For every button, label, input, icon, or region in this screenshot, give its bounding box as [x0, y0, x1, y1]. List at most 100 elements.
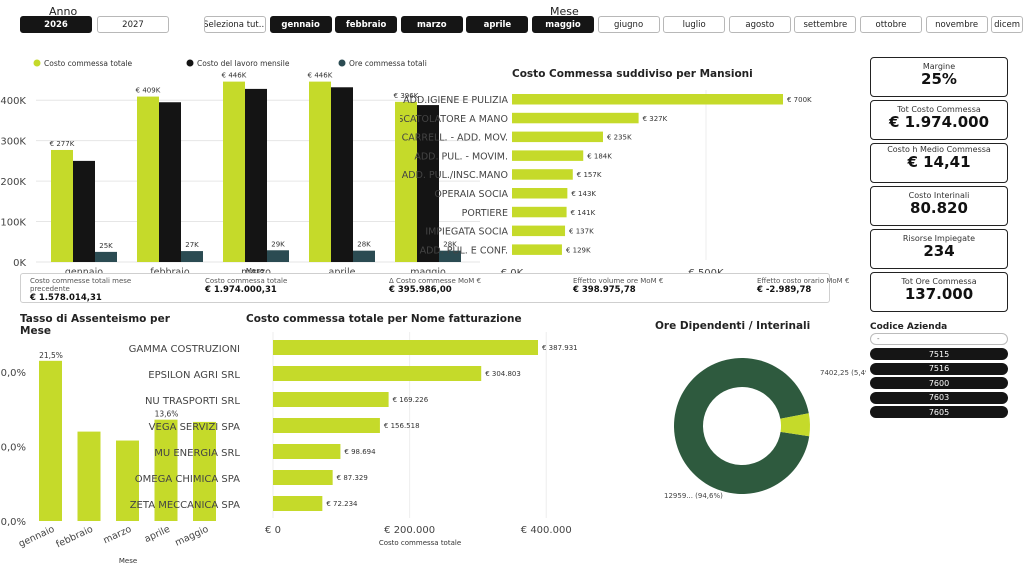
mese-option-marzo[interactable]: marzo: [400, 16, 463, 33]
y-tick-label: IMPIEGATA SOCIA: [425, 227, 508, 238]
x-tick-label: febbraio: [150, 267, 190, 274]
mese-option-giugno[interactable]: giugno: [597, 16, 660, 33]
bar-data-label: 29K: [271, 240, 285, 248]
bar-maggio-1: [417, 105, 439, 262]
kpi-value: € 1.974.000: [888, 113, 990, 131]
bar-marzo: [116, 440, 139, 521]
bar-data-label: € 141K: [571, 209, 596, 217]
summary-metric-label: Costo commesse totali mese precedente: [30, 277, 132, 293]
bar-data-label: € 700K: [787, 96, 812, 104]
y-tick-label: ADD. PUL. E CONF.: [420, 245, 508, 256]
bar-data-label: € 87.329: [337, 474, 368, 482]
x-tick-label: € 200.000: [384, 525, 435, 536]
mese-option-aprile[interactable]: aprile: [466, 16, 529, 33]
y-tick-label: 0,0%: [1, 517, 26, 528]
legend-marker: [186, 59, 194, 67]
y-tick-label: CARRELL. - ADD. MOV.: [402, 133, 508, 144]
bar-marzo-2: [267, 250, 289, 262]
codice-azienda-search[interactable]: -: [870, 333, 1008, 345]
bar-data-label: € 157K: [577, 171, 602, 179]
y-tick-label: INSCATOLATORE A MANO: [400, 114, 508, 125]
bar-ZETA MECCANICA SPA: [273, 496, 323, 511]
kpi-label: Tot Costo Commessa: [897, 105, 981, 114]
bar-ADD. PUL. E CONF.: [512, 244, 562, 255]
bar-aprile-1: [331, 87, 353, 262]
kpi-value: 234: [923, 242, 955, 260]
bar-data-label: € 446K: [222, 72, 247, 80]
bar-data-label: 27K: [185, 241, 199, 249]
y-tick-label: 100K: [0, 218, 26, 229]
bar-marzo-1: [245, 88, 267, 262]
bar-data-label: € 143K: [571, 190, 596, 198]
fatturazione-chart-title: Costo commessa totale per Nome fatturazi…: [246, 313, 522, 325]
codice-azienda-title: Codice Azienda: [870, 322, 948, 332]
anno-option-2026[interactable]: 2026: [20, 16, 92, 33]
mese-option-febbraio[interactable]: febbraio: [335, 16, 398, 33]
x-tick-label: febbraio: [54, 524, 95, 551]
codice-item-7600[interactable]: 7600: [870, 377, 1008, 389]
anno-option-2027[interactable]: 2027: [97, 16, 169, 33]
kpi-value: € 14,41: [907, 153, 971, 171]
bar-data-label: € 409K: [136, 87, 161, 95]
kpi-value: 25%: [921, 70, 957, 88]
x-axis-label: Mese: [119, 557, 137, 565]
donut-slice-dipendenti: [674, 357, 810, 494]
bar-febbraio: [77, 431, 101, 521]
mese-option-settembre[interactable]: settembre: [794, 16, 857, 33]
mese-option-agosto[interactable]: agosto: [728, 16, 791, 33]
mese-option-novembre[interactable]: novembre: [925, 16, 988, 33]
bar-data-label: € 72.234: [326, 500, 358, 508]
codice-item-7515[interactable]: 7515: [870, 348, 1008, 360]
anno-title: Anno: [49, 5, 78, 18]
bar-MU ENERGIA SRL: [273, 444, 341, 459]
bar-data-label: € 387.931: [542, 344, 578, 352]
mese-option-select-all[interactable]: Seleziona tut...: [204, 16, 266, 33]
bar-maggio: [193, 421, 216, 521]
mese-option-luglio[interactable]: luglio: [663, 16, 726, 33]
y-tick-label: 20,0%: [0, 368, 26, 379]
donut-chart-title: Ore Dipendenti / Interinali: [655, 320, 811, 332]
legend-label: Ore commessa totali: [349, 59, 427, 68]
y-tick-label: MU ENERGIA SRL: [154, 448, 240, 459]
kpi-card: Tot Ore Commessa 137.000: [870, 272, 1008, 312]
bar-febbraio-0: [137, 96, 159, 263]
x-tick-label: maggio: [410, 267, 446, 274]
summary-metric-value: € -2.989,78: [757, 285, 812, 295]
y-tick-label: ADD. PUL./INSC.MANO: [402, 170, 508, 181]
bar-ADD.IGIENE E PULIZIA: [512, 94, 783, 105]
mese-option-maggio[interactable]: maggio: [532, 16, 594, 33]
y-tick-label: PORTIERE: [462, 208, 508, 219]
y-tick-label: EPSILON AGRI SRL: [148, 370, 240, 381]
legend-label: Costo del lavoro mensile: [197, 59, 290, 68]
x-axis-label: Costo commessa totale: [379, 539, 461, 547]
x-tick-label: aprile: [329, 267, 356, 274]
kpi-label: Costo Interinali: [908, 191, 970, 200]
legend-label: Costo commessa totale: [44, 59, 133, 68]
kpi-card: Tot Costo Commessa € 1.974.000: [870, 100, 1008, 140]
bar-data-label: € 396K: [394, 92, 419, 100]
summary-metric-label: Effetto volume ore MoM €: [573, 277, 664, 285]
codice-item-7605[interactable]: 7605: [870, 406, 1008, 418]
bar-data-label: € 137K: [569, 228, 594, 236]
y-tick-label: VEGA SERVIZI SPA: [149, 422, 241, 433]
y-tick-label: OMEGA CHIMICA SPA: [135, 474, 240, 485]
kpi-card: Margine 25%: [870, 57, 1008, 97]
bar-data-label: 28K: [357, 241, 371, 249]
bar-data-label: € 156.518: [384, 422, 420, 430]
x-tick-label: gennaio: [65, 267, 103, 274]
codice-item-7516[interactable]: 7516: [870, 362, 1008, 375]
y-tick-label: NU TRASPORTI SRL: [145, 396, 240, 407]
bar-PORTIERE: [512, 206, 567, 218]
y-tick-label: 300K: [0, 137, 26, 148]
mese-option-dicem[interactable]: dicem: [991, 16, 1023, 33]
mese-option-gennaio[interactable]: gennaio: [269, 16, 332, 33]
mese-option-ottobre[interactable]: ottobre: [860, 16, 922, 33]
bar-IMPIEGATA SOCIA: [512, 225, 566, 237]
bar-aprile-0: [309, 81, 331, 263]
absenteeism-chart: 0,0%10,0%20,0%21,5%gennaiofebbraiomarzo1…: [0, 351, 216, 565]
y-tick-label: ADD.IGIENE E PULIZIA: [403, 95, 508, 106]
summary-metric: Δ Costo commesse MoM € € 395.986,00: [389, 277, 559, 295]
codice-item-7603[interactable]: 7603: [870, 391, 1008, 404]
kpi-label: Costo h Medio Commessa: [887, 145, 991, 154]
mese-title: Mese: [550, 5, 579, 18]
